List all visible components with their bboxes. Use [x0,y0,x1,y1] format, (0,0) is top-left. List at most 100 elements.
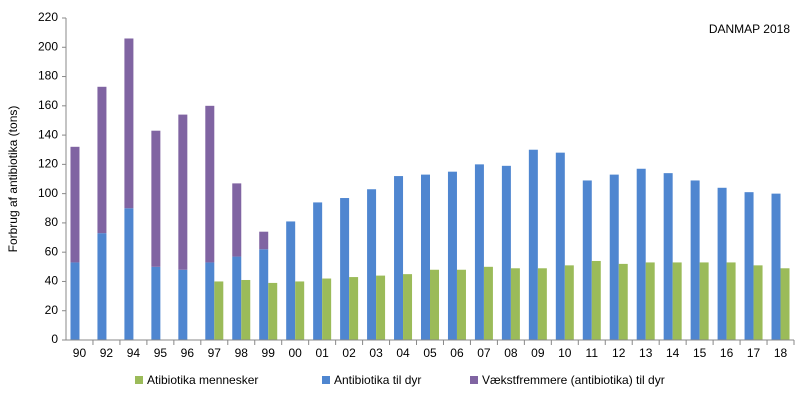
bar [474,164,484,340]
bar [403,274,413,340]
x-tick-label: 94 [127,346,141,360]
bar [510,268,520,340]
bar [744,192,754,340]
bar [726,262,736,340]
bar [421,174,430,340]
bar [259,249,269,340]
x-tick-label: 97 [208,346,222,360]
bar [124,208,134,340]
bar [313,202,323,340]
x-tick-label: 03 [369,346,383,360]
bar [232,256,242,340]
bar [672,262,682,340]
x-tick-label: 92 [100,346,114,360]
bar [537,268,547,340]
y-tick-label: 180 [38,69,58,83]
y-tick-label: 60 [45,244,59,258]
bar [97,233,107,340]
x-tick-label: 04 [396,346,410,360]
x-tick-label: 11 [586,346,599,360]
bar [780,268,790,340]
x-tick-label: 00 [289,346,303,360]
x-tick-label: 98 [235,346,249,360]
x-tick-label: 15 [693,346,707,360]
bar [97,86,107,234]
y-tick-label: 200 [38,39,58,53]
annotation: DANMAP 2018 [709,22,790,36]
x-tick-label: 05 [423,346,437,360]
bar [591,260,601,340]
bar [205,262,215,340]
x-tick-label: 90 [73,346,87,360]
bar [205,105,215,263]
x-tick-label: 08 [504,346,518,360]
y-axis-label: Forbrug af antibiotika (tons) [6,106,20,253]
bar [151,130,161,267]
bar [690,180,700,340]
bar [178,114,188,270]
bar [241,279,251,340]
bar [394,176,404,340]
bar [178,269,188,340]
x-tick-label: 96 [181,346,195,360]
x-tick-label: 13 [639,346,653,360]
bar [582,180,592,340]
y-tick-label: 220 [38,10,58,24]
bar [340,198,350,340]
x-tick-label: 06 [450,346,464,360]
bar [124,38,134,209]
bar [259,231,269,250]
x-tick-label: 02 [342,346,356,360]
bar [349,277,359,340]
bar [214,281,224,340]
bar [501,165,511,340]
legend-label: Antibiotika til dyr [334,373,421,387]
x-tick-label: 17 [747,346,761,360]
y-tick-label: 40 [45,274,59,288]
y-tick-label: 120 [38,157,58,171]
bar [564,265,574,340]
bar [636,168,646,340]
y-tick-label: 80 [45,215,59,229]
bar [268,282,278,340]
bar [376,275,386,340]
x-tick-label: 95 [154,346,168,360]
y-tick-label: 20 [45,303,59,317]
bar [717,187,727,340]
legend-swatch [135,376,143,384]
bar [367,189,377,340]
bar [295,281,305,340]
x-tick-label: 18 [774,346,788,360]
legend-swatch [470,376,478,384]
bar [699,262,709,340]
bar [322,278,332,340]
x-tick-label: 16 [720,346,734,360]
bar [483,266,493,340]
legend-label: Atibiotika mennesker [147,373,258,387]
bar [70,262,80,340]
x-tick-label: 99 [262,346,276,360]
bar [151,266,161,340]
bar [447,171,457,340]
bar [528,149,538,340]
bar [555,152,565,340]
bar [456,269,466,340]
bar [286,221,296,340]
legend-swatch [322,376,330,384]
bar [70,146,80,263]
y-tick-label: 100 [38,186,58,200]
x-tick-label: 12 [612,346,626,360]
y-tick-label: 160 [38,98,58,112]
x-tick-label: 01 [315,346,329,360]
legend-label: Vækstfremmere (antibiotika) til dyr [482,373,665,387]
y-tick-label: 0 [51,332,58,346]
bar [753,265,763,340]
bar [430,269,439,340]
x-tick-label: 07 [477,346,491,360]
x-tick-label: 10 [558,346,572,360]
x-tick-label: 14 [666,346,680,360]
bar [645,262,655,340]
bar [618,263,628,340]
x-tick-label: 09 [531,346,545,360]
